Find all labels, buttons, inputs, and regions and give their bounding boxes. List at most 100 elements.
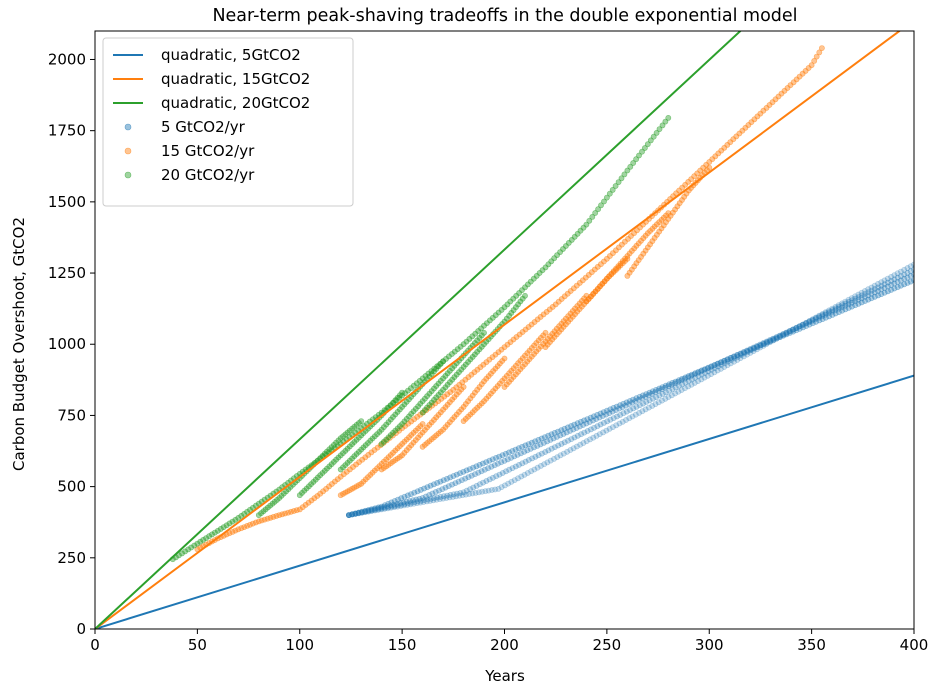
- scatter-point: [355, 510, 362, 516]
- scatter-point: [636, 152, 642, 159]
- scatter-point: [721, 360, 728, 367]
- scatter-point: [676, 187, 682, 194]
- scatter-point: [516, 461, 522, 468]
- scatter-point: [581, 417, 587, 424]
- scatter-point: [378, 503, 385, 510]
- scatter-point: [799, 322, 806, 328]
- scatter-point: [672, 384, 679, 391]
- scatter-point: [545, 261, 552, 268]
- scatter-point: [457, 470, 463, 477]
- legend-label: 15 GtCO2/yr: [161, 142, 255, 160]
- scatter-point: [417, 499, 424, 506]
- scatter-point: [229, 518, 236, 525]
- scatter-point: [418, 497, 424, 504]
- scatter-point: [692, 374, 699, 381]
- scatter-point: [685, 374, 691, 381]
- scatter-point: [368, 506, 375, 513]
- scatter-point: [702, 366, 708, 372]
- scatter-point: [577, 227, 584, 234]
- scatter-point: [601, 198, 607, 205]
- y-tick-label: 1250: [48, 264, 86, 282]
- scatter-point: [551, 429, 558, 436]
- scatter-point: [419, 421, 426, 427]
- scatter-point: [423, 498, 430, 505]
- scatter-point: [845, 304, 852, 311]
- scatter-point: [616, 405, 623, 412]
- scatter-point: [672, 380, 678, 387]
- scatter-point: [698, 368, 704, 375]
- scatter-point: [431, 434, 437, 441]
- scatter-point: [691, 379, 698, 386]
- scatter-point: [576, 423, 583, 430]
- scatter-point: [881, 281, 888, 288]
- scatter-point: [522, 442, 529, 449]
- scatter-point: [845, 301, 852, 308]
- scatter-point: [365, 508, 372, 515]
- scatter-point: [757, 341, 763, 348]
- scatter-point: [483, 459, 490, 465]
- scatter-point: [404, 492, 411, 499]
- line-series-3: [95, 31, 742, 629]
- scatter-point: [796, 323, 803, 329]
- scatter-point: [209, 531, 215, 538]
- scatter-point: [571, 434, 578, 441]
- scatter-point: [865, 296, 872, 303]
- scatter-point: [842, 302, 849, 309]
- scatter-point: [609, 186, 616, 193]
- scatter-point: [884, 275, 891, 282]
- scatter-point: [440, 493, 447, 500]
- scatter-point: [706, 164, 713, 171]
- scatter-point: [642, 145, 648, 151]
- scatter-point: [377, 504, 384, 511]
- scatter-point: [510, 295, 517, 302]
- scatter-point: [475, 489, 482, 496]
- scatter-point: [518, 450, 524, 457]
- scatter-point: [544, 459, 551, 466]
- scatter-point: [460, 418, 467, 424]
- x-axis-label: Years: [484, 667, 525, 685]
- scatter-point: [625, 235, 631, 242]
- scatter-point: [809, 316, 816, 323]
- scatter-point: [391, 503, 398, 509]
- scatter-point: [679, 375, 685, 382]
- scatter-point: [446, 494, 453, 501]
- scatter-point: [472, 489, 479, 496]
- scatter-point: [422, 493, 429, 500]
- scatter-point: [645, 392, 652, 399]
- scatter-point: [803, 320, 809, 327]
- scatter-point: [629, 399, 636, 406]
- scatter-point: [603, 411, 609, 418]
- scatter-point: [506, 466, 513, 473]
- scatter-point: [816, 312, 822, 319]
- scatter-point: [819, 45, 825, 51]
- y-tick-label: 250: [57, 549, 86, 567]
- scatter-point: [541, 461, 548, 468]
- scatter-point: [610, 404, 617, 411]
- scatter-point: [721, 357, 728, 364]
- scatter-point: [449, 481, 455, 488]
- scatter-point: [656, 126, 663, 133]
- scatter-point: [760, 342, 767, 349]
- scatter-point: [724, 356, 731, 363]
- scatter-point: [618, 175, 625, 182]
- scatter-point: [349, 441, 355, 448]
- scatter-point: [783, 329, 790, 336]
- scatter-point: [655, 387, 662, 394]
- scatter-point: [678, 377, 685, 384]
- scatter-point: [777, 332, 784, 339]
- y-tick-label: 2000: [48, 50, 86, 68]
- scatter-point: [583, 221, 590, 228]
- scatter-point: [811, 58, 818, 64]
- scatter-point: [718, 365, 724, 372]
- line-series-2: [95, 31, 902, 629]
- scatter-point: [741, 350, 748, 357]
- scatter-point: [504, 456, 511, 463]
- scatter-point: [197, 538, 204, 545]
- scatter-point: [862, 293, 868, 300]
- scatter-point: [419, 495, 426, 501]
- scatter-point: [829, 311, 836, 318]
- scatter-point: [512, 463, 519, 470]
- scatter-point: [232, 527, 239, 534]
- scatter-point: [739, 127, 746, 134]
- scatter-point: [563, 429, 570, 436]
